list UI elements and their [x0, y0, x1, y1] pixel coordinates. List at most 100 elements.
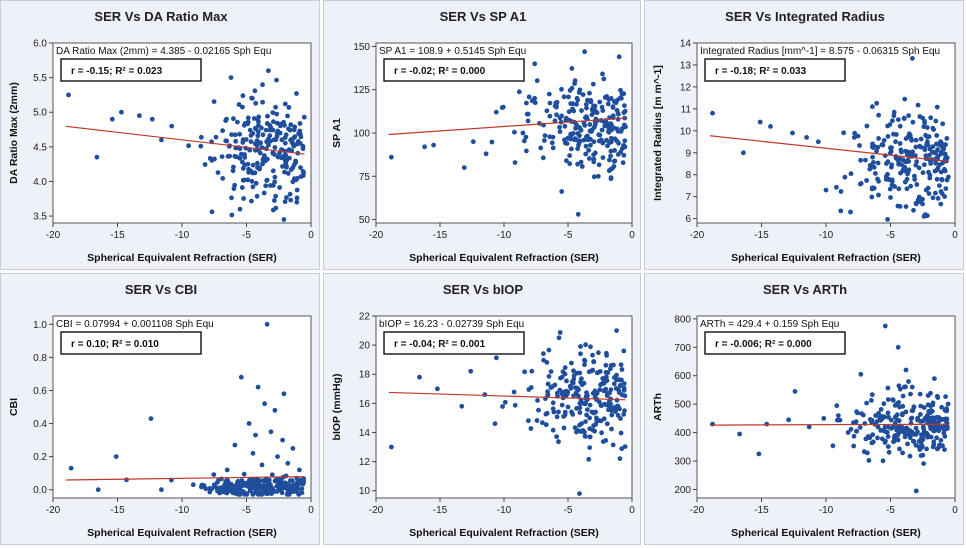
data-point — [282, 101, 288, 107]
data-point — [254, 193, 260, 199]
data-point — [561, 425, 567, 431]
data-point — [907, 154, 912, 159]
data-point — [607, 397, 612, 403]
data-point — [621, 348, 627, 354]
data-point — [277, 185, 282, 190]
data-point — [891, 439, 896, 445]
y-tick-label: 10 — [359, 486, 371, 497]
data-point — [579, 108, 584, 113]
data-point — [936, 423, 942, 429]
data-point — [566, 94, 571, 100]
data-point — [286, 126, 291, 132]
data-point — [939, 191, 945, 197]
data-point — [589, 129, 594, 135]
data-point — [911, 404, 917, 410]
data-point — [616, 54, 622, 60]
data-point — [906, 159, 911, 164]
data-point — [920, 437, 926, 442]
data-point — [915, 102, 921, 108]
data-point — [554, 414, 560, 420]
data-point — [618, 430, 624, 436]
data-point — [921, 162, 927, 168]
data-point — [606, 124, 612, 130]
data-point — [913, 425, 919, 431]
data-point — [288, 122, 294, 128]
data-point — [913, 162, 919, 168]
data-point — [521, 138, 527, 144]
y-tick-label: 0.0 — [33, 485, 47, 496]
data-point — [289, 478, 295, 484]
data-point — [902, 179, 908, 185]
data-point — [571, 393, 576, 399]
data-point — [573, 125, 578, 131]
data-point — [855, 410, 860, 416]
data-point — [294, 91, 299, 96]
data-point — [597, 99, 603, 105]
data-point — [942, 427, 948, 432]
data-point — [482, 392, 488, 397]
data-point — [211, 472, 217, 477]
data-point — [579, 376, 584, 382]
x-tick-label: -20 — [369, 230, 384, 241]
data-point — [622, 108, 628, 114]
data-point — [710, 421, 715, 427]
regression-line — [709, 423, 949, 426]
data-point — [885, 385, 891, 391]
y-tick-label: 700 — [674, 343, 691, 354]
data-point — [297, 121, 303, 126]
data-point — [247, 147, 253, 153]
data-point — [230, 168, 236, 174]
data-point — [266, 68, 271, 74]
data-point — [895, 117, 901, 122]
correlation-stats: r = -0.18; R² = 0.033 — [715, 66, 807, 77]
data-point — [159, 487, 164, 493]
data-point — [256, 123, 261, 128]
data-point — [610, 104, 616, 110]
data-point — [935, 196, 941, 201]
data-point — [896, 383, 902, 389]
y-tick-label: 800 — [674, 314, 691, 325]
data-point — [935, 147, 940, 153]
data-point — [858, 157, 863, 163]
data-point — [66, 92, 71, 98]
data-point — [612, 148, 617, 153]
y-tick-label: 12 — [359, 457, 371, 468]
data-point — [224, 467, 230, 473]
data-point — [591, 359, 597, 365]
data-point — [613, 100, 619, 106]
data-point — [592, 103, 598, 109]
data-point — [274, 111, 280, 117]
data-point — [863, 436, 869, 442]
data-point — [909, 408, 915, 414]
data-point — [891, 109, 897, 115]
data-point — [910, 149, 915, 155]
data-point — [286, 485, 291, 491]
data-point — [920, 418, 926, 424]
y-tick-label: 7 — [685, 192, 691, 203]
data-point — [285, 460, 291, 466]
data-point — [526, 387, 532, 392]
data-point — [241, 471, 247, 477]
data-point — [573, 385, 578, 390]
data-point — [575, 146, 580, 152]
data-point — [235, 119, 240, 125]
data-point — [470, 139, 476, 145]
data-point — [906, 168, 911, 174]
data-point — [889, 179, 895, 184]
chart-svg: SER Vs CBI -20 -15 -10 -5 0 0.0 0.2 0.4 0.6 0.8 1.0… — [8, 282, 314, 539]
y-tick-label: 4.0 — [33, 177, 47, 188]
data-point — [600, 108, 606, 113]
chart-title: SER Vs bIOP — [443, 282, 524, 297]
data-point — [262, 158, 268, 164]
data-point — [229, 195, 234, 201]
data-point — [274, 120, 280, 126]
data-point — [274, 489, 280, 494]
data-point — [574, 122, 579, 128]
y-tick-label: 10 — [680, 126, 692, 137]
data-point — [897, 123, 903, 129]
data-point — [278, 485, 284, 490]
data-point — [569, 409, 574, 415]
x-tick-label: -10 — [497, 230, 512, 241]
data-point — [890, 118, 895, 124]
data-point — [870, 432, 876, 438]
